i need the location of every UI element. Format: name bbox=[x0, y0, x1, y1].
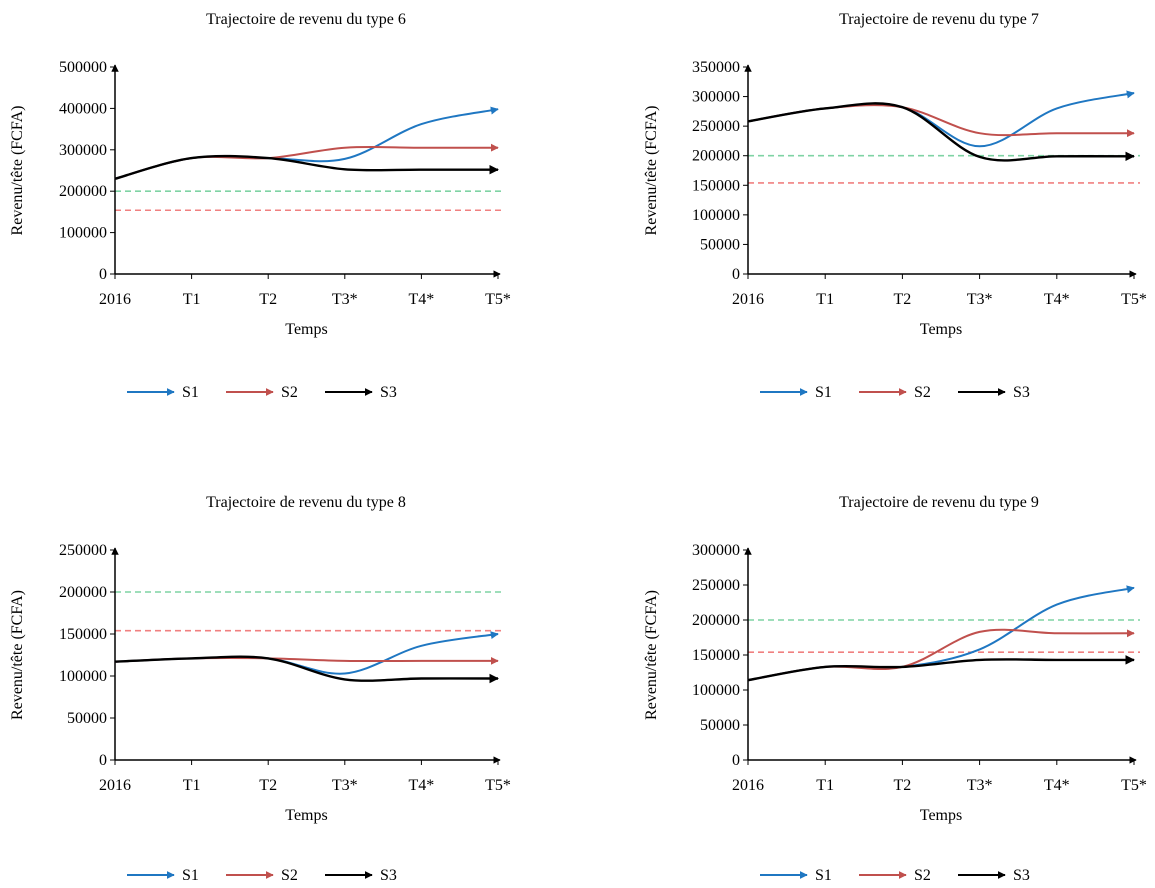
x-tick-label: T4* bbox=[1044, 291, 1070, 308]
x-tick-label: 2016 bbox=[732, 777, 764, 794]
legend-label: S2 bbox=[281, 867, 298, 884]
series-line-s1 bbox=[114, 106, 499, 180]
series-line-s3 bbox=[114, 154, 499, 180]
x-tick-label: T5* bbox=[1121, 291, 1147, 308]
x-tick-label: T3* bbox=[332, 291, 358, 308]
x-tick-label: T2 bbox=[894, 291, 912, 308]
x-tick-label: 2016 bbox=[732, 291, 764, 308]
y-tick-label: 300000 bbox=[692, 542, 740, 559]
y-tick-label: 300000 bbox=[692, 89, 740, 106]
y-tick-label: 200000 bbox=[59, 584, 107, 601]
chart-title: Trajectoire de revenu du type 8 bbox=[206, 494, 406, 511]
x-tick-label: T2 bbox=[259, 291, 277, 308]
chart-title: Trajectoire de revenu du type 7 bbox=[839, 11, 1039, 28]
x-tick-label: T1 bbox=[816, 291, 834, 308]
chart-title: Trajectoire de revenu du type 9 bbox=[839, 494, 1039, 511]
chart-panel-1: Trajectoire de revenu du type 6 0 100000 20… bbox=[9, 11, 511, 401]
legend-label: S3 bbox=[380, 384, 397, 401]
y-tick-label: 50000 bbox=[700, 236, 740, 253]
y-tick-label: 50000 bbox=[67, 710, 107, 727]
x-tick-label: T1 bbox=[183, 291, 201, 308]
legend-label: S2 bbox=[914, 384, 931, 401]
legend-label: S3 bbox=[1013, 867, 1030, 884]
x-tick-label: 2016 bbox=[99, 777, 131, 794]
series-line-s3 bbox=[114, 655, 499, 684]
legend-label: S1 bbox=[815, 384, 832, 401]
y-tick-label: 100000 bbox=[692, 207, 740, 224]
legend-label: S3 bbox=[380, 867, 397, 884]
x-tick-label: T4* bbox=[409, 777, 435, 794]
chart-panel-2: Trajectoire de revenu du type 7 0 50000 100… bbox=[643, 11, 1147, 401]
y-tick-label: 200000 bbox=[59, 183, 107, 200]
y-tick-label: 150000 bbox=[59, 626, 107, 643]
x-tick-label: 2016 bbox=[99, 291, 131, 308]
y-axis-label: Revenu/tête (FCFA) bbox=[9, 590, 26, 720]
x-tick-label: T3* bbox=[967, 777, 993, 794]
y-tick-label: 100000 bbox=[692, 682, 740, 699]
legend-label: S1 bbox=[182, 867, 199, 884]
legend-label: S2 bbox=[281, 384, 298, 401]
x-tick-label: T2 bbox=[894, 777, 912, 794]
x-tick-label: T3* bbox=[332, 777, 358, 794]
x-axis-label: Temps bbox=[920, 807, 962, 824]
x-tick-label: T5* bbox=[1121, 777, 1147, 794]
y-tick-label: 0 bbox=[732, 752, 740, 769]
y-tick-label: 300000 bbox=[59, 142, 107, 159]
y-tick-label: 200000 bbox=[692, 148, 740, 165]
y-tick-label: 100000 bbox=[59, 225, 107, 242]
series-line-s3 bbox=[747, 655, 1135, 682]
legend: S1 S2 S3 bbox=[127, 867, 397, 884]
legend: S1 S2 S3 bbox=[760, 384, 1030, 401]
legend-label: S3 bbox=[1013, 384, 1030, 401]
chart-panel-3: Trajectoire de revenu du type 8 0 50000 100… bbox=[9, 494, 511, 884]
y-axis-label: Revenu/tête (FCFA) bbox=[643, 590, 660, 720]
x-tick-label: T4* bbox=[1044, 777, 1070, 794]
x-tick-label: T2 bbox=[259, 777, 277, 794]
y-axis-label: Revenu/tête (FCFA) bbox=[9, 106, 26, 236]
y-tick-label: 150000 bbox=[692, 177, 740, 194]
y-axis-label: Revenu/tête (FCFA) bbox=[643, 106, 660, 236]
legend-label: S1 bbox=[815, 867, 832, 884]
series-line-s2 bbox=[747, 628, 1135, 682]
y-tick-label: 250000 bbox=[59, 542, 107, 559]
series-line-s3 bbox=[747, 102, 1135, 162]
x-axis-label: Temps bbox=[285, 807, 327, 824]
y-tick-label: 250000 bbox=[692, 577, 740, 594]
legend: S1 S2 S3 bbox=[127, 384, 397, 401]
y-tick-label: 400000 bbox=[59, 100, 107, 117]
x-tick-label: T3* bbox=[967, 291, 993, 308]
y-tick-label: 350000 bbox=[692, 59, 740, 76]
x-axis-label: Temps bbox=[285, 321, 327, 338]
x-axis-label: Temps bbox=[920, 321, 962, 338]
y-tick-label: 250000 bbox=[692, 118, 740, 135]
y-tick-label: 50000 bbox=[700, 717, 740, 734]
x-tick-label: T5* bbox=[485, 291, 511, 308]
x-tick-label: T4* bbox=[409, 291, 435, 308]
y-tick-label: 200000 bbox=[692, 612, 740, 629]
legend-label: S2 bbox=[914, 867, 931, 884]
legend-label: S1 bbox=[182, 384, 199, 401]
y-tick-label: 0 bbox=[99, 752, 107, 769]
x-tick-label: T1 bbox=[183, 777, 201, 794]
y-tick-label: 0 bbox=[99, 266, 107, 283]
y-tick-label: 150000 bbox=[692, 647, 740, 664]
legend: S1 S2 S3 bbox=[760, 867, 1030, 884]
y-tick-label: 500000 bbox=[59, 59, 107, 76]
chart-panel-4: Trajectoire de revenu du type 9 0 50000 100… bbox=[643, 494, 1147, 884]
x-tick-label: T1 bbox=[816, 777, 834, 794]
y-tick-label: 0 bbox=[732, 266, 740, 283]
chart-title: Trajectoire de revenu du type 6 bbox=[206, 11, 406, 28]
y-tick-label: 100000 bbox=[59, 668, 107, 685]
x-tick-label: T5* bbox=[485, 777, 511, 794]
